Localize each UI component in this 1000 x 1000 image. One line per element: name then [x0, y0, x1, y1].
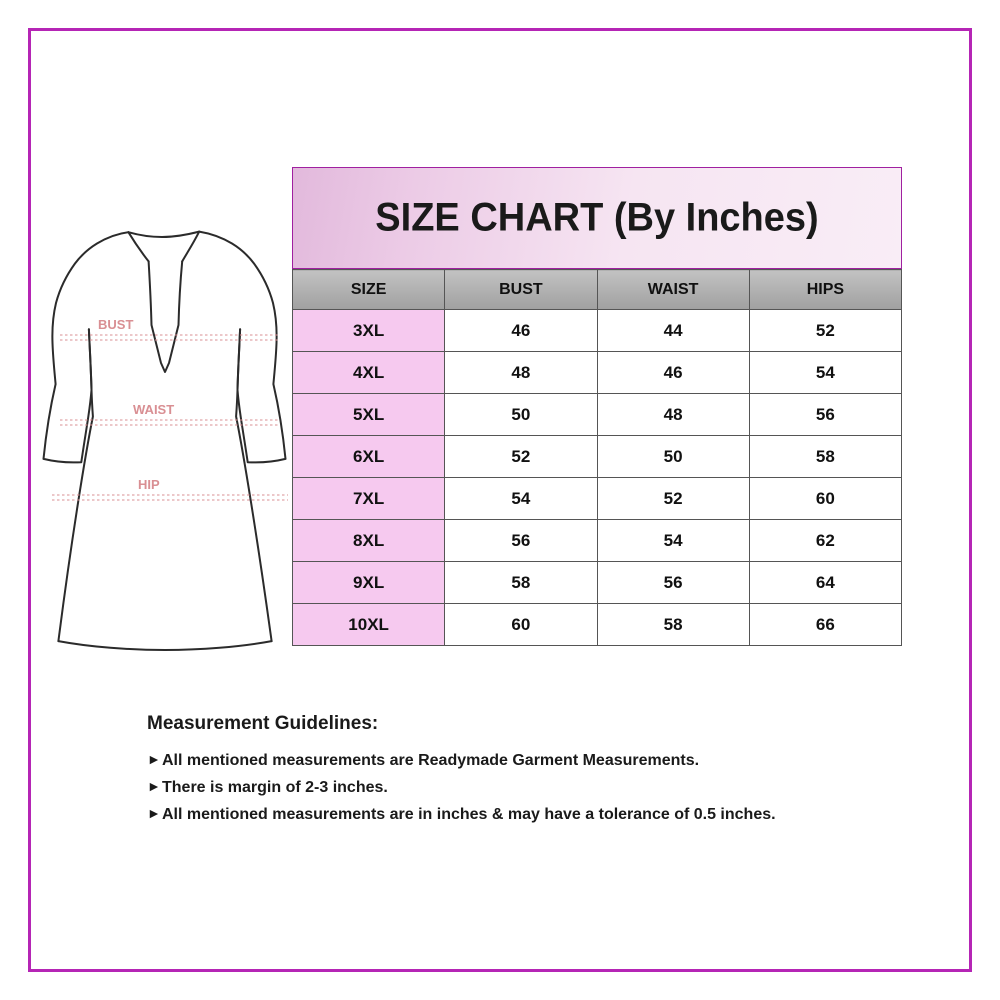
svg-text:WAIST: WAIST	[133, 402, 174, 417]
svg-text:HIP: HIP	[138, 477, 160, 492]
svg-text:BUST: BUST	[98, 317, 133, 332]
